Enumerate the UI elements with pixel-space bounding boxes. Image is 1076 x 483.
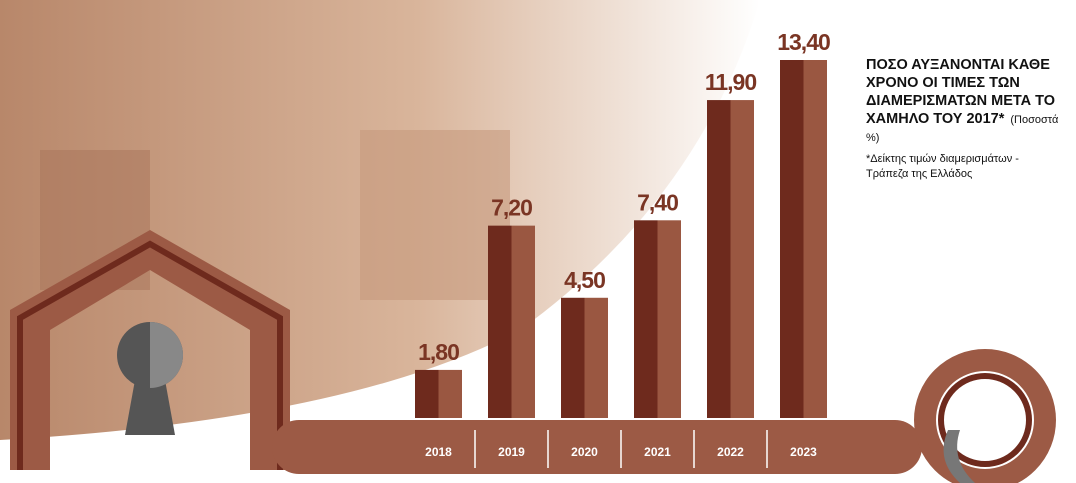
house — [10, 230, 290, 470]
keyhole — [125, 380, 175, 435]
source-note: *Δείκτης τιμών διαμερισμάτων - Τράπεζα τ… — [866, 153, 1019, 180]
side-panel: ΠΟΣΟ ΑΥΞΑΝΟΝΤΑΙ ΚΑΘΕ ΧΡΟΝΟ ΟΙ ΤΙΜΕΣ ΤΩΝ … — [866, 56, 1071, 182]
chart-title: ΠΟΣΟ ΑΥΞΑΝΟΝΤΑΙ ΚΑΘΕ ΧΡΟΝΟ ΟΙ ΤΙΜΕΣ ΤΩΝ … — [866, 57, 1056, 127]
bar — [634, 220, 681, 418]
x-tick-label: 2019 — [498, 445, 525, 459]
bar — [488, 225, 535, 418]
x-tick-label: 2023 — [790, 445, 817, 459]
x-tick-label: 2018 — [425, 445, 452, 459]
value-label: 11,90 — [705, 69, 756, 95]
key-shaft — [272, 420, 922, 474]
value-label: 13,40 — [777, 29, 830, 55]
key-ring — [914, 349, 1056, 483]
house-outline — [17, 240, 283, 470]
value-label: 7,40 — [637, 189, 678, 215]
x-tick-label: 2020 — [571, 445, 598, 459]
value-label: 1,80 — [418, 339, 459, 365]
x-tick-label: 2021 — [644, 445, 671, 459]
value-label: 4,50 — [564, 267, 605, 293]
bar — [415, 369, 462, 418]
bar — [561, 297, 608, 418]
bar — [707, 100, 754, 419]
chart-subtitle: (Ποσοστά %) — [866, 114, 1059, 144]
key-ring — [938, 373, 1032, 467]
keyhole-shade — [150, 322, 183, 388]
building — [360, 130, 510, 300]
key-detail — [943, 430, 975, 483]
bar — [780, 60, 827, 418]
value-label: 7,20 — [491, 195, 532, 221]
x-tick-label: 2022 — [717, 445, 744, 459]
